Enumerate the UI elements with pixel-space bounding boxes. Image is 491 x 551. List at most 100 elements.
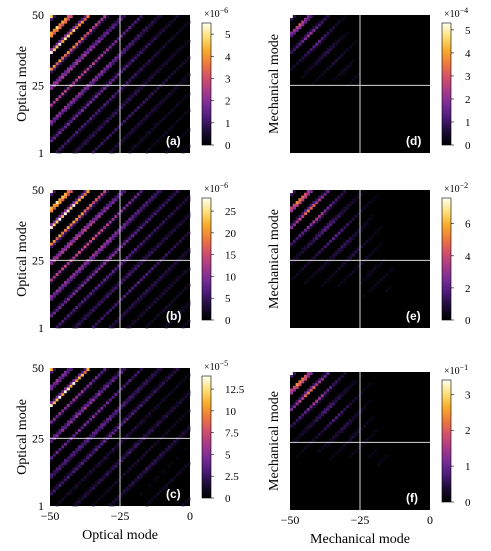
heatmap-cell [340, 446, 344, 450]
heatmap-cell [298, 42, 302, 46]
heatmap-cell [309, 67, 313, 71]
heatmap-cell [75, 42, 79, 46]
heatmap-cell [120, 50, 124, 54]
heatmap-cell [89, 272, 93, 276]
heatmap-cell [52, 45, 56, 49]
heatmap-cell [66, 67, 70, 71]
heatmap-cell [50, 192, 54, 196]
heatmap-cell [128, 414, 132, 418]
heatmap-cell [86, 50, 90, 54]
heatmap-cell [108, 133, 112, 137]
heatmap-cell [306, 15, 310, 19]
heatmap-cell [125, 275, 129, 279]
heatmap-cell [295, 203, 299, 207]
heatmap-cell [64, 195, 68, 199]
heatmap-cell [50, 34, 54, 38]
heatmap-cell [64, 409, 68, 413]
heatmap-cell [72, 100, 76, 104]
heatmap-cell [357, 192, 361, 196]
heatmap-cell [66, 122, 70, 126]
heatmap-cell [326, 405, 330, 409]
heatmap-cell [111, 97, 115, 101]
heatmap-cell [78, 144, 82, 148]
heatmap-cell [139, 136, 143, 140]
heatmap-cell [134, 409, 138, 413]
heatmap-cell [176, 103, 180, 107]
heatmap-cell [114, 322, 118, 326]
heatmap-cell [100, 478, 104, 482]
heatmap-cell [122, 368, 126, 372]
heatmap-cell [120, 281, 124, 285]
heatmap-cell [117, 195, 121, 199]
heatmap-cell [309, 203, 313, 207]
colorbar-tick-label: 2.5 [225, 471, 239, 483]
heatmap-cell [156, 281, 160, 285]
heatmap-cell [354, 380, 358, 384]
heatmap-cell [61, 95, 65, 99]
heatmap-cell [58, 214, 62, 218]
heatmap-cell [122, 439, 126, 443]
heatmap-cell [309, 48, 313, 52]
heatmap-cell [75, 464, 79, 468]
heatmap-cell [315, 220, 319, 224]
heatmap-cell [351, 270, 355, 274]
heatmap-cell [323, 407, 327, 411]
heatmap-cell [83, 264, 87, 268]
heatmap-cell [69, 239, 73, 243]
heatmap-cell [159, 28, 163, 32]
heatmap-cell [340, 410, 344, 414]
heatmap-cell [162, 220, 166, 224]
heatmap-cell [388, 270, 392, 274]
heatmap-cell [346, 64, 350, 68]
heatmap-cell [50, 106, 54, 110]
heatmap-cell [150, 37, 154, 41]
heatmap-cell [122, 190, 126, 194]
heatmap-cell [164, 59, 168, 63]
heatmap-cell [114, 250, 118, 254]
heatmap-cell [139, 223, 143, 227]
heatmap-cell [148, 289, 152, 293]
heatmap-cell [164, 42, 168, 46]
heatmap-cell [52, 398, 56, 402]
heatmap-cell [167, 267, 171, 271]
colorbar-tick-label: 2 [225, 96, 231, 108]
heatmap-cell [72, 272, 76, 276]
heatmap-cell [306, 245, 310, 249]
heatmap-cell [117, 192, 121, 196]
heatmap-cell [164, 78, 168, 82]
heatmap-cell [153, 72, 157, 77]
heatmap-cell [131, 395, 135, 399]
heatmap-cell [150, 267, 154, 271]
heatmap-cell [156, 34, 160, 38]
heatmap-cell [128, 42, 132, 46]
heatmap-cell [92, 95, 96, 99]
heatmap-cell [139, 475, 143, 479]
heatmap-cell [97, 406, 101, 410]
heatmap-cell [318, 217, 322, 221]
heatmap-cell [150, 303, 154, 307]
heatmap-cell [72, 136, 76, 140]
heatmap-cell [66, 103, 70, 107]
heatmap-cell [312, 81, 316, 85]
heatmap-cell [371, 198, 375, 202]
heatmap-cell [181, 289, 185, 293]
heatmap-cell [159, 381, 163, 385]
heatmap-cell [134, 128, 138, 132]
heatmap-cell [150, 300, 154, 304]
heatmap-cell [376, 245, 380, 249]
heatmap-cell [64, 387, 68, 391]
heatmap-cell [148, 39, 152, 43]
heatmap-cell [122, 64, 126, 68]
heatmap-cell [94, 409, 98, 413]
heatmap-cell [117, 245, 121, 249]
heatmap-cell [50, 50, 54, 54]
heatmap-cell [86, 225, 90, 229]
heatmap-cell [50, 53, 54, 57]
heatmap-cell [309, 275, 313, 279]
heatmap-cell [122, 206, 126, 210]
heatmap-cell [318, 449, 322, 453]
heatmap-cell [66, 53, 70, 57]
heatmap-cell [329, 438, 333, 442]
heatmap-cell [128, 203, 132, 207]
